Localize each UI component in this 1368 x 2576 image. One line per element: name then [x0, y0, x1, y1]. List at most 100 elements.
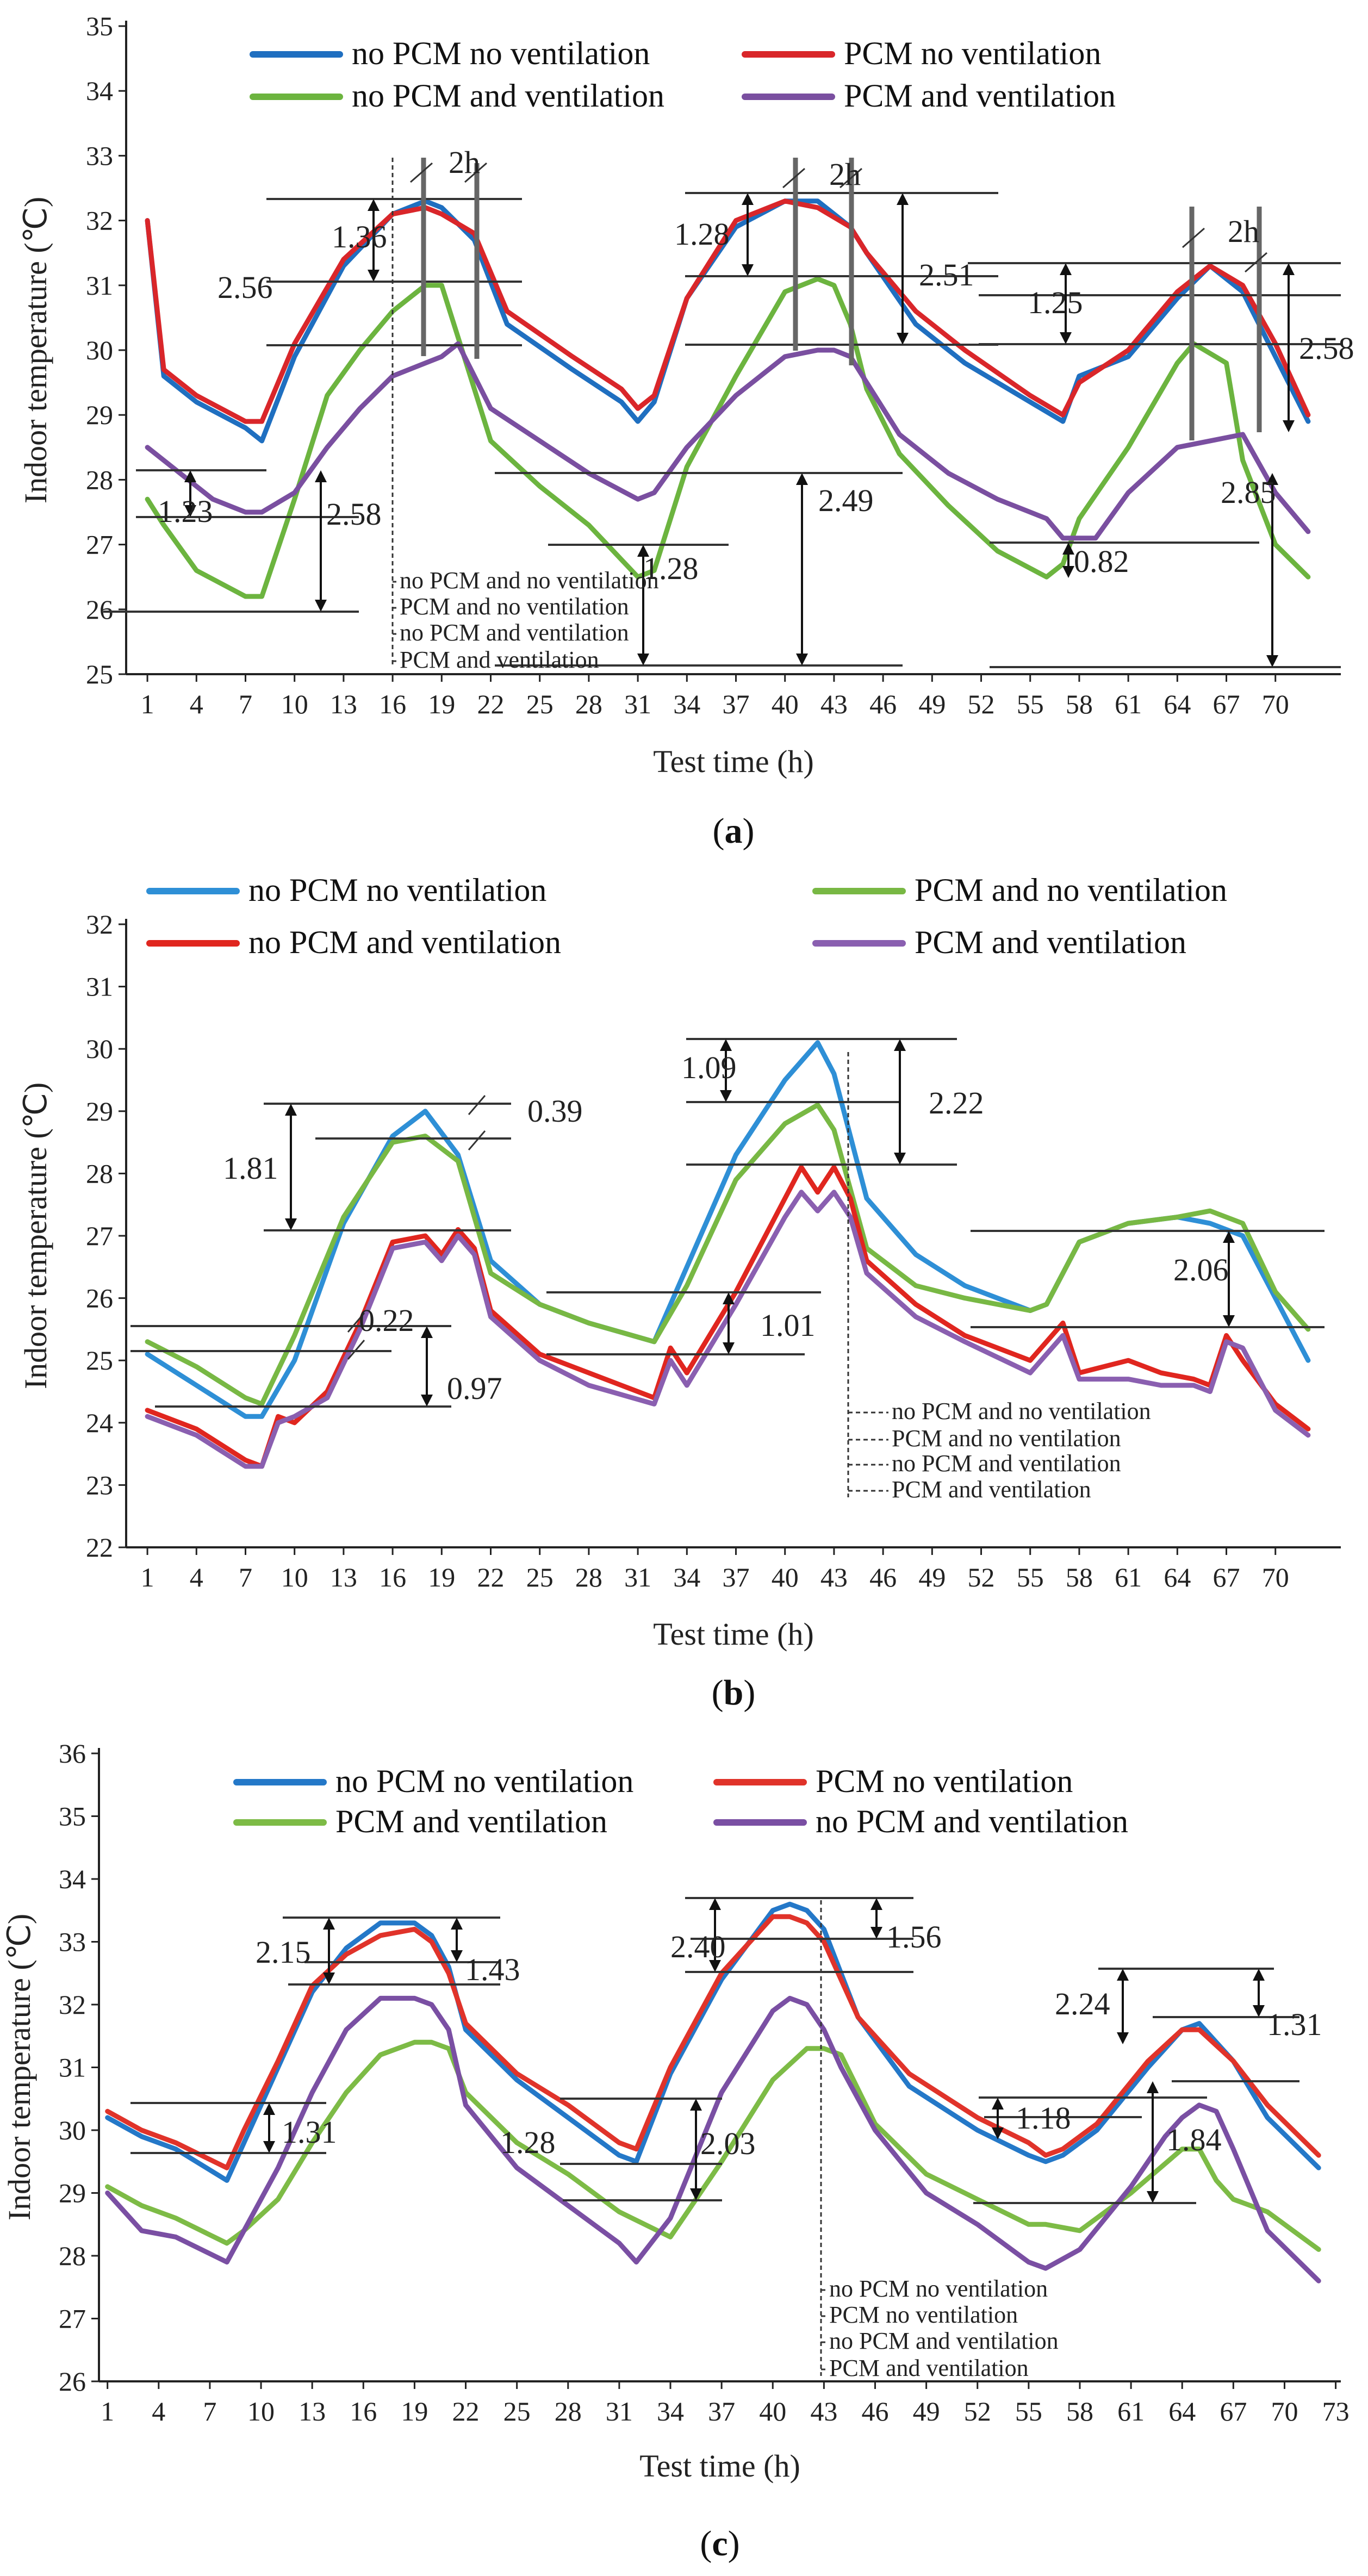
arrow-head-down [1062, 566, 1074, 578]
arrow-head-up [637, 545, 649, 557]
y-axis-label: Indoor temperature (℃) [2, 1914, 37, 2220]
arrow-head-up [1223, 1231, 1235, 1243]
y-tick-label: 29 [86, 1096, 113, 1127]
arrow-head-up [796, 473, 808, 485]
x-tick-label: 16 [350, 2396, 377, 2426]
x-tick-label: 67 [1220, 2396, 1247, 2426]
arrow-head-up [1117, 1969, 1129, 1981]
note-label: PCM and ventilation [892, 1476, 1091, 1503]
x-tick-label: 55 [1017, 1562, 1044, 1592]
arrow-head-down [1266, 655, 1278, 667]
x-axis-label: Test time (h) [639, 2448, 800, 2484]
arrow-head-down [723, 1342, 735, 1354]
legend-label: no PCM no ventilation [352, 35, 650, 71]
arrow-head-down [421, 1395, 433, 1407]
arrow-head-down [451, 1950, 463, 1962]
x-tick-label: 28 [575, 1562, 602, 1592]
annotation-slash [410, 162, 433, 183]
arrow-head-down [1060, 332, 1072, 344]
x-tick-label: 28 [575, 689, 602, 719]
x-tick-label: 25 [503, 2396, 531, 2426]
x-tick-label: 70 [1262, 689, 1289, 719]
x-tick-label: 4 [190, 689, 203, 719]
note-label: no PCM and ventilation [400, 619, 629, 646]
x-tick-label: 64 [1168, 2396, 1196, 2426]
caption-close: ) [743, 811, 755, 851]
y-tick-label: 31 [86, 270, 113, 301]
annotation-label: 2.03 [700, 2126, 756, 2161]
note-label: PCM and ventilation [829, 2355, 1029, 2381]
arrow-head-down [1223, 1315, 1235, 1327]
annotation-slash [468, 1130, 486, 1150]
annotation-label: 1.18 [1016, 2100, 1071, 2136]
caption-open: ( [700, 2524, 712, 2563]
series-line-2 [105, 2039, 1321, 2252]
arrow-head-down [992, 2127, 1004, 2139]
x-tick-label: 1 [141, 689, 154, 719]
legend-label: no PCM no ventilation [248, 872, 546, 908]
x-tick-label: 13 [299, 2396, 326, 2426]
arrow-head-up [263, 2103, 275, 2115]
legend-label: no PCM and ventilation [248, 924, 561, 960]
arrow-head-up [894, 1039, 906, 1051]
panel-b: 22 23 24 25 26 27 28 29 30 31 32 1 4 7 10 13 16 19 22 25 28 3… [18, 872, 1341, 1713]
arrow-head-down [323, 1973, 335, 1984]
y-tick-label: 34 [59, 1864, 86, 1894]
y-tick-label: 30 [86, 1034, 113, 1064]
panel-caption: (a) [713, 811, 755, 851]
x-tick-label: 19 [428, 1562, 455, 1592]
annotation-label: 0.39 [527, 1093, 583, 1129]
y-tick-label: 32 [86, 909, 113, 939]
arrow-head-down [897, 333, 909, 345]
y-tick-label: 36 [59, 1738, 86, 1769]
x-tick-label: 25 [526, 1562, 554, 1592]
arrow-head-up [992, 2098, 1004, 2110]
x-tick-label: 1 [101, 2396, 114, 2426]
annotation-label: 0.22 [359, 1303, 414, 1338]
legend-label: no PCM and ventilation [816, 1803, 1128, 1839]
note-label: PCM no ventilation [829, 2301, 1018, 2328]
y-tick-label: 22 [86, 1532, 113, 1563]
legend-label: PCM no ventilation [844, 35, 1101, 71]
arrow-head-down [1147, 2191, 1159, 2203]
x-tick-label: 7 [239, 689, 252, 719]
annotation-slash [347, 1312, 365, 1333]
caption-letter: b [724, 1673, 744, 1713]
note-label: no PCM no ventilation [829, 2275, 1048, 2302]
x-tick-label: 43 [820, 689, 848, 719]
x-tick-label: 31 [624, 689, 651, 719]
x-tick-label: 61 [1117, 2396, 1145, 2426]
x-tick-label: 22 [452, 2396, 480, 2426]
y-tick-label: 34 [86, 76, 113, 106]
y-axis-label: Indoor temperature (℃) [18, 197, 53, 503]
y-tick-label: 26 [86, 1283, 113, 1314]
panel-c: 26 27 28 29 30 31 32 33 34 35 36 1 4 7 10 13 16 19 22 25 28 3… [2, 1738, 1350, 2563]
x-tick-label: 61 [1115, 689, 1142, 719]
y-tick-label: 30 [59, 2115, 86, 2145]
series-line-0 [105, 1901, 1321, 2183]
x-tick-label: 49 [918, 689, 946, 719]
x-tick-label: 28 [555, 2396, 582, 2426]
x-tick-label: 52 [968, 1562, 995, 1592]
arrow-head-down [709, 1960, 721, 1972]
y-tick-label: 25 [86, 659, 113, 689]
legend-label: no PCM no ventilation [335, 1763, 633, 1799]
arrow-head-down [315, 600, 327, 612]
y-tick-label: 29 [59, 2178, 86, 2208]
y-tick-label: 27 [86, 1221, 113, 1251]
x-tick-label: 19 [401, 2396, 428, 2426]
arrow-head-down [720, 1090, 732, 1102]
arrow-head-up [1283, 263, 1295, 275]
arrow-head-up [1060, 263, 1072, 275]
arrow-head-up [870, 1898, 882, 1910]
series-line-1 [105, 1914, 1321, 2170]
note-label: no PCM and no ventilation [892, 1398, 1151, 1424]
note-label: PCM and no ventilation [400, 593, 629, 620]
annotation-label: 2.06 [1173, 1252, 1229, 1287]
x-tick-label: 10 [247, 2396, 275, 2426]
annotation-label: 1.09 [681, 1050, 737, 1085]
y-tick-label: 31 [59, 2052, 86, 2083]
x-tick-label: 58 [1066, 1562, 1093, 1592]
arrow-head-down [1117, 2032, 1129, 2044]
x-tick-label: 25 [526, 689, 554, 719]
